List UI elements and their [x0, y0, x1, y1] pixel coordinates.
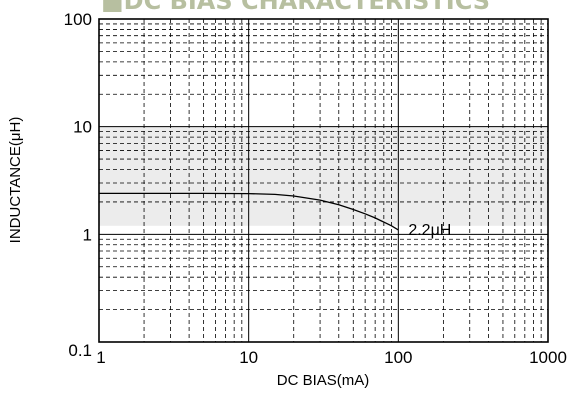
- x-tick-labels: 1 10 100 1000: [96, 348, 567, 367]
- y-tick-label: 10: [73, 118, 92, 137]
- x-tick-label: 1000: [529, 348, 567, 367]
- shaded-band-rect: [99, 126, 548, 226]
- plot-frame: [98, 18, 549, 343]
- y-tick-label: 100: [64, 10, 92, 29]
- y-axis-label: INDUCTANCE(μH): [7, 117, 24, 244]
- y-tick-label: 1: [83, 225, 92, 244]
- chart-title: ■DC BIAS CHARACTERISTICS: [101, 0, 490, 15]
- grid-lines: [99, 19, 548, 342]
- x-tick-label: 10: [239, 348, 258, 367]
- x-tick-label: 1: [96, 348, 105, 367]
- shaded-band: [99, 126, 548, 226]
- y-tick-label: 0.1: [68, 341, 92, 360]
- series-line: [99, 192, 399, 231]
- series-label: 2.2μH: [408, 222, 451, 239]
- x-tick-label: 100: [384, 348, 412, 367]
- y-tick-labels: 100 10 1 0.1: [64, 10, 92, 360]
- series-group: 2.2μH: [99, 192, 451, 239]
- x-axis-label: DC BIAS(mA): [277, 372, 370, 389]
